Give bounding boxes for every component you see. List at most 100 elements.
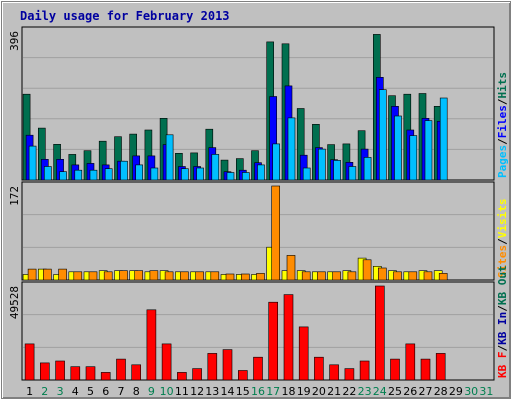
bar-sites-day-14 [225,273,235,281]
axis-legend: Pages/Files/Hits [496,72,509,178]
bar-pages-day-6 [104,168,113,181]
bar-pages-day-23 [363,157,372,181]
bar-sites-day-9 [149,270,159,281]
bar-sites-day-15 [241,273,250,281]
bar-sites-day-24 [377,267,387,281]
bar-kb-f-day-28 [435,353,446,381]
bar-kb-f-day-5 [85,366,96,381]
day-label-9: 9 [148,385,155,398]
day-label-8: 8 [133,385,140,398]
y-max-label: 49528 [8,286,21,319]
bar-sites-day-25 [393,271,402,281]
panel-visits_sites: 172 Sites/Visits [8,181,509,281]
legend-word: Sites [496,245,509,278]
day-label-4: 4 [72,385,79,398]
bar-sites-day-4 [73,271,83,281]
day-label-26: 26 [403,385,417,398]
legend-word: KB Out [496,265,509,305]
bar-kb-f-day-15 [238,370,248,381]
bar-kb-f-day-25 [390,358,400,381]
bar-kb-f-day-19 [298,326,309,381]
bar-sites-day-20 [317,271,326,281]
bar-pages-day-19 [302,167,311,181]
bar-sites-day-2 [42,268,52,281]
legend-word: Visits [496,199,509,239]
bar-sites-day-8 [134,270,143,281]
legend-word: / [496,98,509,105]
day-label-10: 10 [160,385,174,398]
bar-pages-day-15 [242,172,250,181]
bar-kb-f-day-26 [405,343,416,381]
day-label-14: 14 [221,385,235,398]
bar-kb-f-day-24 [374,285,385,381]
bar-kb-f-day-18 [283,294,294,381]
bar-pages-day-11 [181,168,189,181]
bar-pages-day-7 [120,160,128,181]
bar-sites-day-12 [195,271,204,281]
bar-kb-f-day-3 [55,360,65,381]
bar-pages-day-5 [89,169,98,181]
legend-word: Files [496,105,509,138]
bar-sites-day-5 [88,271,98,281]
bar-pages-day-12 [196,167,204,181]
bar-pages-day-22 [348,166,357,181]
bar-kb-f-day-10 [161,343,172,381]
bar-pages-day-4 [74,169,83,181]
day-label-27: 27 [419,385,433,398]
bar-kb-f-day-12 [192,368,202,381]
y-max-label: 172 [8,186,21,206]
bar-sites-day-16 [256,273,265,281]
bar-pages-day-13 [211,154,220,181]
bar-kb-f-day-21 [329,364,339,381]
bar-kb-f-day-2 [39,362,50,381]
bar-sites-day-26 [408,271,418,281]
day-label-15: 15 [236,385,250,398]
bar-pages-day-27 [424,120,433,181]
bar-sites-day-17 [271,185,281,281]
bar-pages-day-26 [409,135,418,181]
legend-word: KB F [496,352,509,379]
day-label-7: 7 [118,385,125,398]
day-label-2: 2 [41,385,48,398]
bar-kb-f-day-9 [146,309,157,381]
bar-pages-day-25 [394,115,402,181]
bar-pages-day-2 [43,166,52,181]
bar-sites-day-6 [103,271,113,281]
legend-word: / [496,345,509,352]
y-max-label: 396 [8,31,21,51]
bar-pages-day-16 [257,164,265,181]
day-label-24: 24 [373,385,387,398]
bar-pages-day-17 [272,143,281,181]
bar-kb-f-day-17 [268,301,279,381]
bar-pages-day-8 [135,164,143,181]
day-label-13: 13 [205,385,219,398]
legend-word: KB In [496,312,509,345]
bar-kb-f-day-7 [116,358,126,381]
day-label-3: 3 [57,385,64,398]
day-label-31: 31 [479,385,493,398]
bar-kb-f-day-8 [131,364,141,381]
bar-kb-f-day-20 [314,356,324,381]
bar-pages-day-28 [439,97,448,181]
bar-kb-f-day-27 [420,358,431,381]
bar-kb-f-day-23 [359,360,370,381]
bar-kb-f-day-14 [222,349,233,381]
day-label-29: 29 [449,385,463,398]
legend-word: Pages [496,145,509,178]
bar-sites-day-7 [119,270,128,281]
day-label-22: 22 [342,385,356,398]
day-label-30: 30 [464,385,478,398]
day-label-18: 18 [282,385,296,398]
day-label-12: 12 [190,385,204,398]
plot-area [21,181,495,281]
chart-title: Daily usage for February 2013 [20,9,230,23]
bar-pages-day-3 [59,171,67,181]
day-label-11: 11 [175,385,189,398]
bar-sites-day-10 [164,271,174,281]
bar-pages-day-10 [165,134,174,181]
bar-kb-f-day-1 [24,343,35,381]
legend-word: / [496,238,509,245]
bar-kb-f-day-4 [70,366,81,381]
